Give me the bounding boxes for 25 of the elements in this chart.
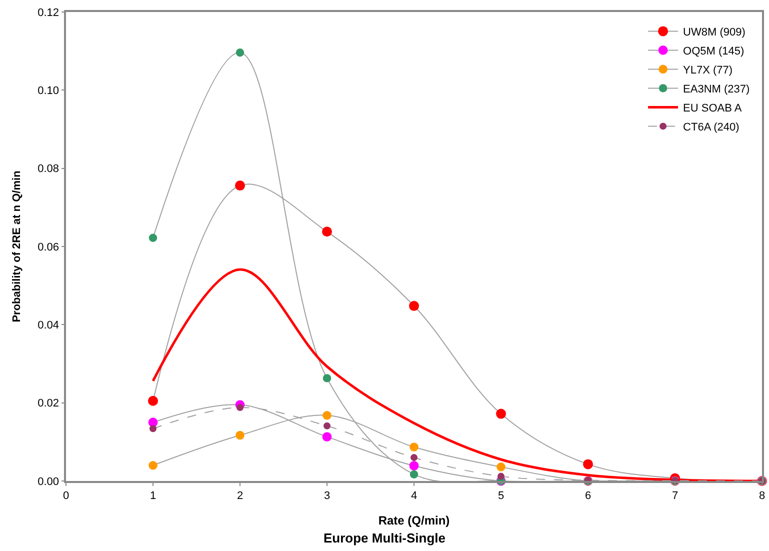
y-tick-label: 0.06 <box>38 241 60 254</box>
y-tick-label: 0.00 <box>38 476 60 488</box>
x-tick-label: 3 <box>324 490 330 502</box>
legend-label: EA3NM (237) <box>683 83 750 96</box>
x-tick-label: 1 <box>150 490 156 502</box>
y-axis-title: Probability of 2RE at n Q/min <box>10 170 23 322</box>
x-tick-label: 2 <box>236 490 244 502</box>
y-tick-label: 0.04 <box>38 320 60 332</box>
y-tick-label: 0.12 <box>38 6 60 19</box>
legend-label: YL7X (77) <box>683 64 733 76</box>
x-tick-label: 6 <box>584 490 592 502</box>
legend-label: CT6A (240) <box>683 121 740 134</box>
legend-label: EU SOAB A <box>683 102 742 114</box>
text: Europe Multi-Single <box>323 530 446 546</box>
x-tick-label: 8 <box>758 490 766 502</box>
y-tick-label: 0.08 <box>38 163 60 176</box>
legend-label: OQ5M (145) <box>683 45 744 58</box>
legend-label: UW8M (909) <box>683 26 746 38</box>
x-tick-label: 5 <box>498 490 504 502</box>
y-tick-label: 0.02 <box>38 398 60 410</box>
x-tick-label: 7 <box>672 490 678 502</box>
y-tick-label: 0.10 <box>38 85 60 98</box>
x-tick-label: 4 <box>410 490 418 502</box>
x-tick-label: 0 <box>62 490 70 502</box>
x-axis-title: Rate (Q/min) <box>378 513 450 528</box>
